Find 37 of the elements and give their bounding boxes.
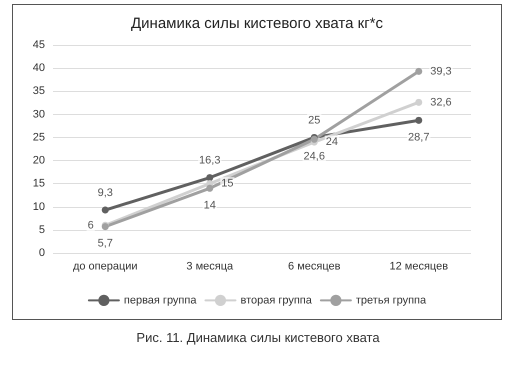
data-label: 24,6 xyxy=(304,150,325,162)
y-tick-label: 45 xyxy=(32,39,45,51)
x-tick-label: 6 месяцев xyxy=(288,260,341,272)
data-label: 5,7 xyxy=(98,238,113,250)
point xyxy=(415,98,422,106)
y-tick-label: 20 xyxy=(32,154,45,167)
point xyxy=(102,206,109,214)
y-tick-label: 0 xyxy=(38,247,45,259)
data-label: 14 xyxy=(204,199,216,212)
data-label: 16,3 xyxy=(199,154,220,167)
data-label: 6 xyxy=(88,219,94,232)
point xyxy=(415,116,422,124)
data-label: 28,7 xyxy=(408,131,430,144)
y-tick-label: 40 xyxy=(32,62,45,74)
y-tick-label: 30 xyxy=(32,108,45,120)
legend-label: третья группа xyxy=(356,294,427,306)
data-label: 24 xyxy=(326,136,338,148)
y-tick-label: 5 xyxy=(38,224,45,236)
data-label: 15 xyxy=(221,178,234,190)
data-label: 32,6 xyxy=(430,96,452,108)
point xyxy=(206,184,214,192)
x-tick-label: 3 месяца xyxy=(186,260,234,272)
y-tick-label: 10 xyxy=(32,200,45,213)
y-tick-label: 15 xyxy=(32,178,45,190)
point xyxy=(206,174,214,182)
y-tick-label: 35 xyxy=(32,85,45,98)
legend-label: вторая группа xyxy=(240,294,313,306)
text: Рис. 11. Динамика силы кистевого хвата xyxy=(135,330,381,345)
data-label: 25 xyxy=(308,114,320,126)
data-label: 39,3 xyxy=(430,65,452,78)
legend-label: первая группа xyxy=(124,294,198,306)
y-tick-label: 25 xyxy=(32,131,45,144)
x-tick-label: до операции xyxy=(72,260,138,272)
x-tick-label: 12 месяцев xyxy=(389,260,448,272)
chart-title: Динамика силы кистевого хвата кг*с xyxy=(130,15,384,32)
point xyxy=(415,68,422,75)
data-label: 9,3 xyxy=(98,187,113,200)
